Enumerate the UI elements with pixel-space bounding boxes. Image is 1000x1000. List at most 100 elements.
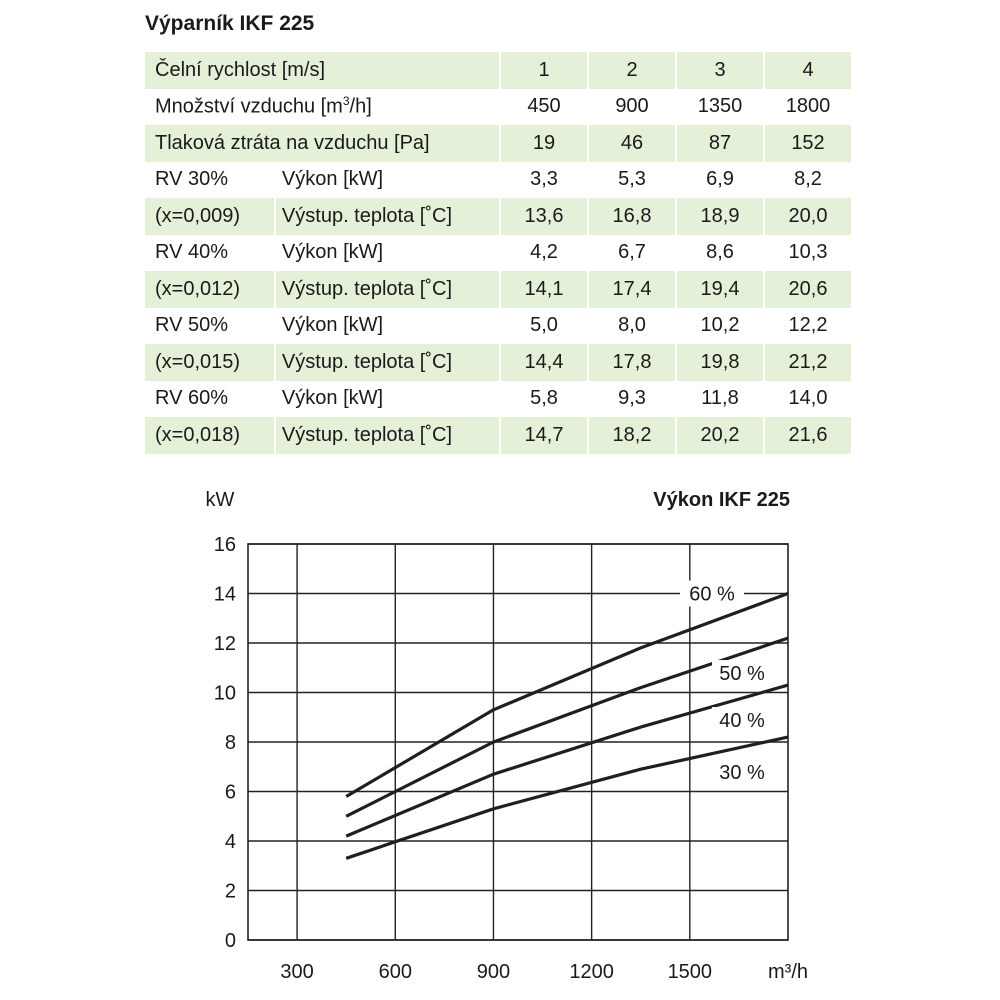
power-value: 10,3 — [788, 241, 828, 264]
rv-label: RV 50% — [155, 314, 229, 337]
table-row-rv50-power: RV 50% Výkon [kW] 5,0 8,0 10,2 12,2 — [145, 308, 851, 345]
y-tick-label: 0 — [225, 930, 236, 952]
temp-value: 14,1 — [501, 271, 587, 308]
table-row-rv40-power: RV 40% Výkon [kW] 4,2 6,7 8,6 10,3 — [145, 235, 851, 272]
series-label: 60 % — [689, 584, 735, 606]
power-value: 5,0 — [530, 314, 558, 337]
power-value: 12,2 — [788, 314, 828, 337]
plot-frame — [247, 543, 789, 941]
x-tick-label: 1200 — [569, 961, 614, 983]
chart-ticks: 0 2 4 6 8 10 12 14 16 300 600 900 1200 1500 — [214, 534, 712, 983]
table-row-velocity: Čelní rychlost [m/s] 1 2 3 4 — [145, 52, 851, 89]
y-tick-label: 4 — [225, 831, 236, 853]
power-value: 11,8 — [701, 387, 739, 410]
temp-label: Výstup. teplota [˚C] — [275, 271, 499, 308]
humidity-ratio-label: (x=0,009) — [145, 198, 274, 235]
power-value: 9,3 — [618, 387, 646, 410]
spec-table: Čelní rychlost [m/s] 1 2 3 4 Množství vz… — [143, 52, 853, 454]
temp-label: Výstup. teplota [˚C] — [275, 344, 499, 381]
series-label: 40 % — [719, 710, 765, 732]
temp-value: 21,2 — [765, 344, 851, 381]
power-label: Výkon [kW] — [281, 241, 384, 264]
table-row-rv30-power: RV 30% Výkon [kW] 3,3 5,3 6,9 8,2 — [145, 162, 851, 199]
x-axis-label: m³/h — [768, 961, 808, 983]
x-tick-label: 300 — [280, 961, 313, 983]
series-label-bg — [712, 759, 776, 786]
series-label: 50 % — [719, 663, 765, 685]
rv-label: RV 40% — [155, 241, 229, 264]
power-value: 6,9 — [706, 168, 734, 191]
velocity-label: Čelní rychlost [m/s] — [145, 52, 499, 89]
temp-value: 13,6 — [501, 198, 587, 235]
table-title: Výparník IKF 225 — [145, 12, 315, 35]
power-value: 4,2 — [530, 241, 558, 264]
temp-value: 20,2 — [677, 417, 763, 454]
humidity-ratio-label: (x=0,015) — [145, 344, 274, 381]
power-value: 14,0 — [788, 387, 828, 410]
power-value: 5,3 — [618, 168, 646, 191]
power-label: Výkon [kW] — [281, 387, 384, 410]
airflow-value: 1350 — [697, 95, 743, 118]
pressure-value: 46 — [589, 125, 675, 162]
series-line — [345, 735, 789, 860]
power-value: 3,3 — [530, 168, 558, 191]
series-label-bg — [712, 660, 776, 687]
table-row-rv60-power: RV 60% Výkon [kW] 5,8 9,3 11,8 14,0 — [145, 381, 851, 418]
power-value: 8,2 — [794, 168, 822, 191]
airflow-value: 1800 — [785, 95, 831, 118]
power-value: 6,7 — [618, 241, 646, 264]
series-label-bg — [680, 580, 744, 607]
temp-value: 17,8 — [589, 344, 675, 381]
table-row-airflow: Množství vzduchu [m3/h] 450 900 1350 180… — [145, 89, 851, 126]
pressure-value: 87 — [677, 125, 763, 162]
y-tick-label: 12 — [214, 633, 236, 655]
rv-label: RV 30% — [155, 168, 229, 191]
table-row-pressure: Tlaková ztráta na vzduchu [Pa] 19 46 87 … — [145, 125, 851, 162]
temp-value: 18,9 — [677, 198, 763, 235]
power-value: 8,0 — [618, 314, 646, 337]
temp-value: 19,8 — [677, 344, 763, 381]
power-value: 5,8 — [530, 387, 558, 410]
y-axis-label: kW — [206, 489, 235, 511]
series-label-bg — [712, 707, 776, 734]
velocity-value: 2 — [589, 52, 675, 89]
y-tick-label: 16 — [214, 534, 236, 556]
series-label: 30 % — [719, 762, 765, 784]
power-label: Výkon [kW] — [281, 168, 384, 191]
rv-label: RV 60% — [155, 387, 229, 410]
temp-value: 14,4 — [501, 344, 587, 381]
airflow-label: Množství vzduchu [m3/h] — [155, 94, 372, 119]
x-tick-label: 600 — [379, 961, 412, 983]
series-line — [345, 683, 789, 838]
power-value: 8,6 — [706, 241, 734, 264]
x-tick-label: 900 — [477, 961, 510, 983]
humidity-ratio-label: (x=0,012) — [145, 271, 274, 308]
power-chart: kW Výkon IKF 225 30 % 40 % 50 % 60 % 0 2 4 6 8 1… — [206, 489, 808, 983]
table-row-rv40-temp: (x=0,012) Výstup. teplota [˚C] 14,1 17,4… — [145, 271, 851, 308]
chart-series-labels: 30 % 40 % 50 % 60 % — [680, 580, 776, 786]
temp-value: 20,6 — [765, 271, 851, 308]
temp-value: 14,7 — [501, 417, 587, 454]
power-label: Výkon [kW] — [281, 314, 384, 337]
temp-value: 20,0 — [765, 198, 851, 235]
temp-value: 21,6 — [765, 417, 851, 454]
velocity-value: 4 — [765, 52, 851, 89]
airflow-value: 900 — [615, 95, 649, 118]
y-tick-label: 6 — [225, 782, 236, 804]
table-row-rv50-temp: (x=0,015) Výstup. teplota [˚C] 14,4 17,8… — [145, 344, 851, 381]
y-tick-label: 10 — [214, 683, 236, 705]
pressure-value: 152 — [765, 125, 851, 162]
power-value: 10,2 — [700, 314, 740, 337]
table-row-rv60-temp: (x=0,018) Výstup. teplota [˚C] 14,7 18,2… — [145, 417, 851, 454]
temp-value: 19,4 — [677, 271, 763, 308]
velocity-value: 3 — [677, 52, 763, 89]
temp-value: 18,2 — [589, 417, 675, 454]
velocity-value: 1 — [501, 52, 587, 89]
table-row-rv30-temp: (x=0,009) Výstup. teplota [˚C] 13,6 16,8… — [145, 198, 851, 235]
humidity-ratio-label: (x=0,018) — [145, 417, 274, 454]
chart-title: Výkon IKF 225 — [653, 489, 790, 511]
x-tick-label: 1500 — [668, 961, 713, 983]
airflow-value: 450 — [527, 95, 561, 118]
temp-value: 17,4 — [589, 271, 675, 308]
y-tick-label: 14 — [214, 584, 236, 606]
